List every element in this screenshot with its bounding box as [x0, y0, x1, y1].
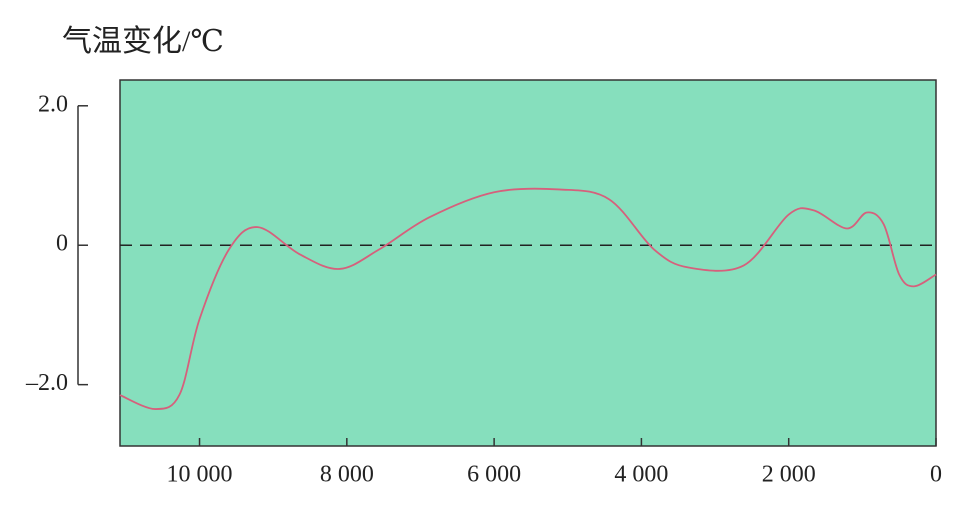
x-tick-label: 0: [930, 462, 942, 488]
x-tick-label: 4 000: [614, 462, 668, 488]
chart-title: 气温变化/℃: [62, 25, 224, 58]
x-tick-label: 2 000: [762, 462, 816, 488]
x-tick-label: 8 000: [320, 462, 374, 488]
plot-area: [119, 79, 937, 447]
x-tick-label: 10 000: [167, 462, 233, 488]
y-tick-label: 2.0: [38, 91, 68, 117]
y-tick-label: –2.0: [25, 370, 68, 396]
x-tick-label: 6 000: [467, 462, 521, 488]
temperature-line: [119, 187, 937, 410]
y-tick-label: 0: [56, 231, 68, 257]
